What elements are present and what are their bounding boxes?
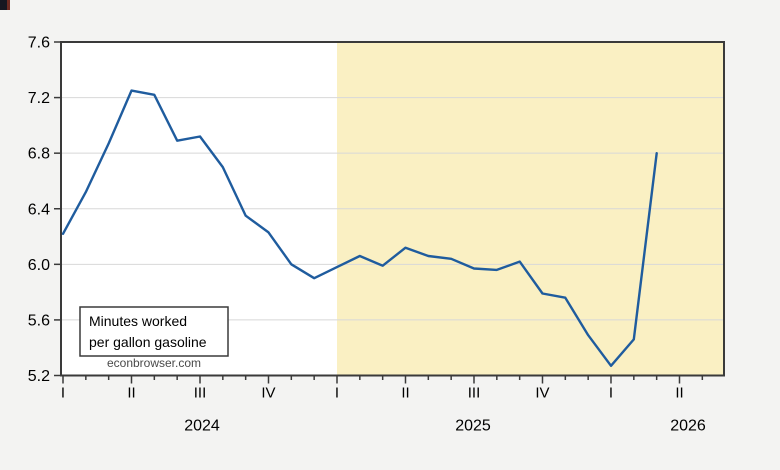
- quarter-label: I: [335, 385, 339, 402]
- y-tick-label: 6.4: [28, 201, 50, 218]
- annotation-box-border: [79, 306, 229, 357]
- x-axis-ticks: [62, 375, 704, 384]
- y-tick-label: 6.8: [28, 146, 50, 163]
- y-tick-label: 7.2: [28, 90, 50, 107]
- quarter-label: IV: [261, 385, 275, 402]
- data-line-minutes-per-gallon: [61, 89, 658, 367]
- year-label: 2024: [184, 418, 220, 435]
- x-axis-quarter-labels: I II III IV I II III IV I II: [61, 385, 684, 402]
- annotation-line-2: per gallon gasoline: [89, 334, 207, 350]
- y-tick-label: 5.2: [28, 368, 50, 385]
- quarter-label: III: [468, 385, 481, 402]
- plot-frame: [60, 41, 725, 377]
- quarter-label: II: [127, 385, 135, 402]
- quarter-label: I: [61, 385, 65, 402]
- quarter-label: II: [675, 385, 683, 402]
- quarter-label: II: [401, 385, 409, 402]
- year-label: 2026: [670, 418, 706, 435]
- y-tick-label: 7.6: [28, 35, 50, 52]
- x-axis-year-labels: 2024 2025 2026: [184, 418, 706, 435]
- y-axis-ticks: [54, 41, 61, 377]
- watermark-econbrowser: econbrowser.com: [107, 356, 201, 370]
- quarter-label: I: [609, 385, 613, 402]
- year-label: 2025: [455, 418, 491, 435]
- y-tick-label: 6.0: [28, 257, 50, 274]
- y-tick-label: 5.6: [28, 312, 50, 329]
- annotation-box: Minutes worked per gallon gasoline: [79, 306, 229, 357]
- quarter-label: III: [194, 385, 207, 402]
- gridlines: [61, 97, 724, 321]
- y-axis-labels: 5.2 5.6 6.0 6.4 6.8 7.2 7.6: [28, 35, 50, 386]
- annotation-line-1: Minutes worked: [89, 313, 187, 329]
- screenshot-corner-artifact: [0, 0, 10, 10]
- quarter-label: IV: [535, 385, 549, 402]
